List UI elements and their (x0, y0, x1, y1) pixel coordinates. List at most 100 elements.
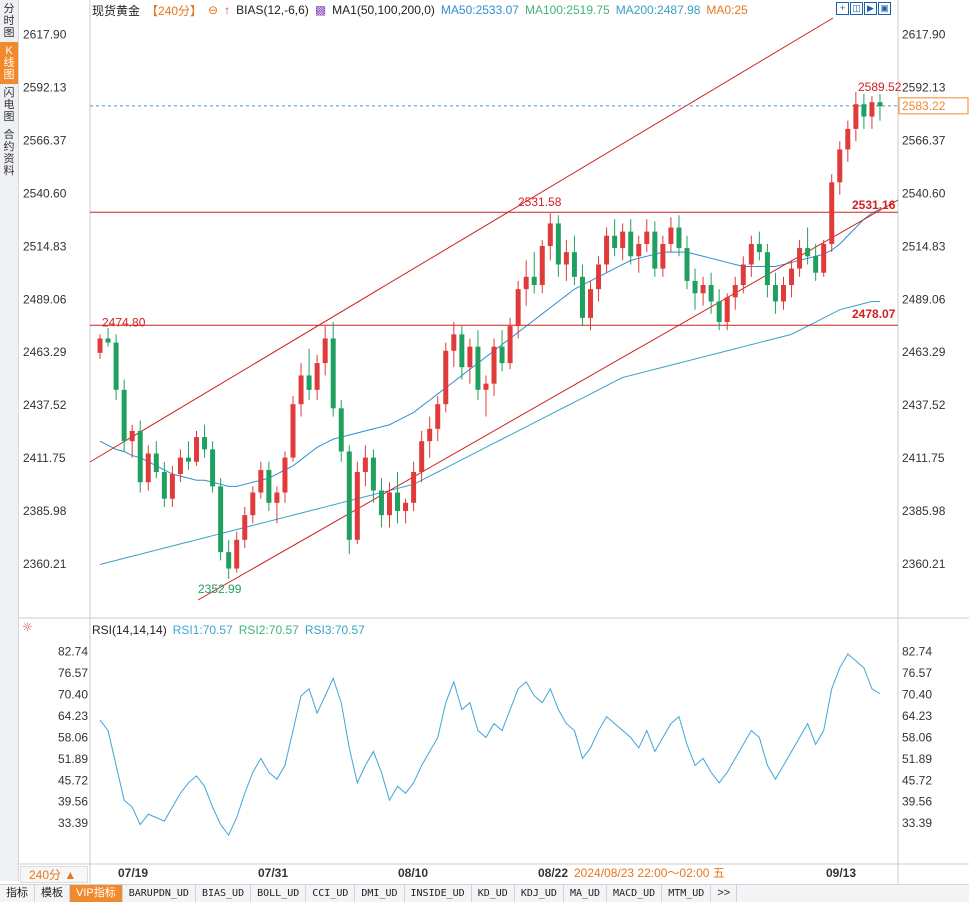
bias-label[interactable]: BIAS(12,-6,6) (236, 3, 309, 17)
candle-body (411, 472, 417, 503)
arrow-up-icon[interactable]: ↑ (224, 3, 231, 17)
candle-body (588, 289, 594, 318)
rsi-tick-right: 64.23 (902, 709, 932, 723)
ma50-line (99, 208, 881, 487)
price-tick-left: 2360.21 (23, 557, 67, 571)
candle-body (306, 375, 312, 390)
tab-barupdn[interactable]: BARUPDN_UD (123, 885, 196, 902)
candle-body (748, 243, 754, 265)
channel-lower-line (197, 199, 899, 601)
candle-body (386, 492, 392, 516)
candle-body (129, 430, 135, 442)
sidebar-item-flash[interactable]: 闪电图 (3, 87, 15, 123)
rsi-tick-right: 70.40 (902, 687, 932, 701)
price-tick-right: 2617.90 (902, 28, 946, 42)
candle-body (628, 231, 634, 257)
support-left-label: 2474.80 (102, 316, 146, 330)
price-tick-right: 2411.75 (902, 451, 945, 465)
candle-body (700, 285, 706, 294)
candle-body (322, 338, 328, 364)
candle-body (121, 389, 127, 442)
crosshair-icon[interactable]: + (836, 2, 849, 15)
candle-body (113, 342, 119, 390)
rsi-tick-right: 33.39 (902, 816, 932, 830)
candle-body (153, 453, 159, 472)
channel-upper-line (89, 17, 834, 463)
candle-body (877, 102, 883, 107)
candle-body (805, 248, 811, 257)
tab-indicator[interactable]: 指标 (0, 885, 35, 902)
price-chart[interactable]: 2617.90 2617.90 2592.13 2592.13 2566.37 2566.… (18, 0, 969, 884)
tab-inside[interactable]: INSIDE_UD (405, 885, 472, 902)
date-label: 08/22 (538, 866, 568, 880)
price-tick-left: 2540.60 (23, 186, 67, 200)
date-label: 07/19 (118, 866, 148, 880)
candle-body (298, 375, 304, 405)
rsi1-value: RSI1:70.57 (172, 623, 233, 637)
tab-macd[interactable]: MACD_UD (607, 885, 663, 902)
tab-mtm[interactable]: MTM_UD (662, 885, 712, 902)
candle-body (845, 128, 851, 150)
tab-kdj[interactable]: KDJ_UD (515, 885, 564, 902)
price-tick-right: 2592.13 (902, 81, 946, 95)
candle-body (652, 231, 658, 269)
price-tick-left: 2514.83 (23, 239, 67, 253)
tab-ma[interactable]: MA_UD (564, 885, 608, 902)
rsi2-value: RSI2:70.57 (238, 623, 299, 637)
candle-body (539, 246, 545, 286)
sidebar-item-kline[interactable]: K线图 (0, 42, 18, 84)
chart-header: 现货黄金 【240分】 ⊖ ↑ BIAS(12,-6,6) ▩ MA1(50,1… (92, 2, 748, 18)
tab-dmi[interactable]: DMI_UD (355, 885, 405, 902)
price-tick-left: 2385.98 (23, 504, 67, 518)
candle-body (194, 437, 200, 462)
price-tick-right: 2360.21 (902, 557, 946, 571)
candle-body (210, 449, 216, 487)
candle-body (362, 457, 368, 472)
play-icon[interactable]: ▶ (864, 2, 877, 15)
candle-body (837, 149, 843, 183)
rsi-tick-right: 51.89 (902, 752, 932, 766)
ma-label[interactable]: MA1(50,100,200,0) (332, 3, 435, 17)
price-tick-right: 2437.52 (902, 398, 946, 412)
rsi-label[interactable]: RSI(14,14,14) (92, 623, 167, 637)
tab-bias[interactable]: BIAS_UD (196, 885, 252, 902)
candle-body (596, 264, 602, 290)
price-tick-right: 2540.60 (902, 186, 946, 200)
settings-icon[interactable]: ⊖ (208, 3, 219, 17)
current-price-label: 2583.22 (902, 99, 946, 113)
candle-body (692, 280, 698, 294)
candle-body (772, 285, 778, 302)
period-tag[interactable]: 【240分】 (146, 3, 203, 18)
candle-body (274, 492, 280, 503)
candle-body (370, 457, 376, 491)
candle-body (202, 437, 208, 450)
candle-body (563, 252, 569, 265)
chart-icon[interactable]: ▩ (314, 3, 327, 17)
tab-more[interactable]: >> (711, 885, 738, 902)
price-tick-left: 2411.75 (23, 451, 66, 465)
zoom-icon[interactable]: ◫ (850, 2, 863, 15)
tab-kd[interactable]: KD_UD (472, 885, 515, 902)
tab-boll[interactable]: BOLL_UD (251, 885, 307, 902)
rsi-header: RSI(14,14,14) RSI1:70.57 RSI2:70.57 RSI3… (92, 623, 365, 637)
fullscreen-icon[interactable]: ▣ (878, 2, 891, 15)
candle-body (756, 243, 762, 253)
period-selector[interactable]: 240分 ▲ (20, 866, 88, 883)
candle-body (780, 285, 786, 302)
sidebar-item-timeshare[interactable]: 分时图 (3, 3, 15, 39)
tab-cci[interactable]: CCI_UD (306, 885, 356, 902)
candle-body (427, 428, 433, 442)
price-tick-left: 2617.90 (23, 28, 67, 42)
candle-body (226, 552, 232, 569)
price-tick-right: 2463.29 (902, 345, 946, 359)
candle-body (684, 248, 690, 281)
candle-body (145, 453, 151, 483)
candle-body (177, 457, 183, 475)
tab-template[interactable]: 模板 (35, 885, 70, 902)
ma50-value: MA50:2533.07 (440, 3, 519, 17)
tab-vip[interactable]: VIP指标 (70, 885, 123, 902)
candle-body (644, 231, 650, 244)
candle-body (435, 404, 441, 429)
sidebar-item-contract[interactable]: 合约资料 (3, 129, 15, 177)
candle-body (330, 338, 336, 409)
